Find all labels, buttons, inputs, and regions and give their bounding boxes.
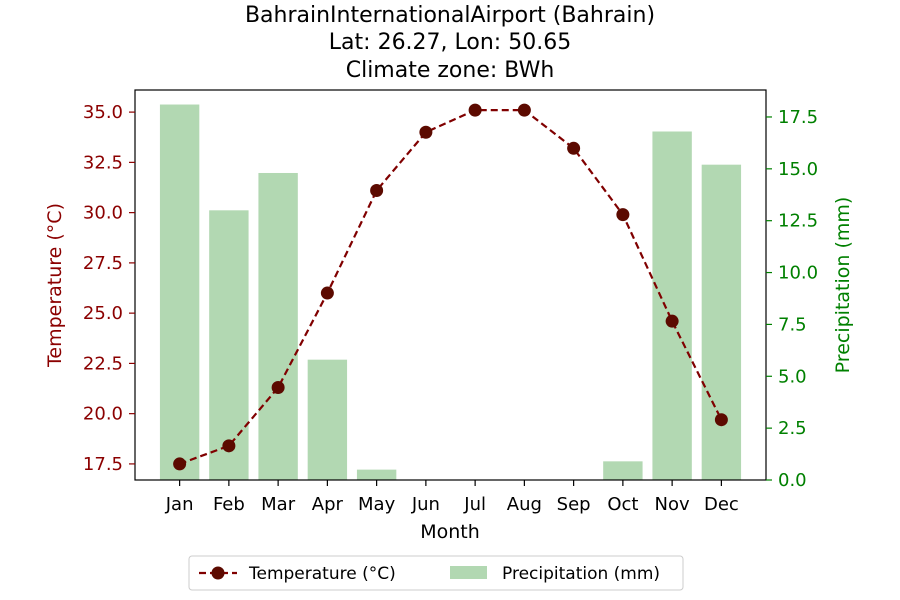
left-y-tick-label: 35.0 (83, 102, 123, 123)
temperature-point-may (370, 184, 384, 198)
plot-frame (134, 89, 767, 481)
precipitation-bar-may (356, 469, 397, 480)
right-y-tick-label: 17.5 (778, 107, 818, 128)
x-tick-label: Feb (213, 494, 245, 515)
legend: Temperature (°C) Precipitation (mm) (188, 555, 684, 591)
temperature-point-aug (517, 103, 531, 117)
right-y-tick-label: 5.0 (778, 366, 807, 387)
x-tick-label: Aug (507, 494, 542, 515)
x-tick-label: Sep (557, 494, 591, 515)
left-y-axis-ticks: 17.5 20.0 22.5 25.0 27.5 30.0 32.5 35.0 (83, 102, 135, 475)
right-y-axis-ticks: 0.0 2.5 5.0 7.5 10.0 12.5 15.0 17.5 (766, 107, 818, 491)
temperature-point-mar (271, 381, 285, 395)
precipitation-bar-feb (209, 210, 249, 480)
precipitation-bar-mar (258, 172, 298, 480)
legend-temperature-label: Temperature (°C) (248, 564, 396, 584)
precipitation-bar-dec (701, 164, 742, 480)
right-y-axis-label: Precipitation (mm) (832, 197, 854, 374)
temperature-point-oct (616, 208, 630, 222)
left-y-tick-label: 25.0 (83, 303, 123, 324)
temperature-point-sep (567, 141, 581, 155)
left-y-tick-label: 22.5 (83, 353, 123, 374)
x-tick-label: Mar (261, 494, 296, 515)
legend-box (188, 555, 684, 591)
temperature-point-jan (173, 457, 187, 471)
temperature-line (179, 109, 723, 465)
right-y-tick-label: 7.5 (778, 314, 807, 335)
temperature-point-apr (320, 286, 334, 300)
right-y-tick-label: 0.0 (778, 470, 807, 491)
right-y-tick-label: 12.5 (778, 211, 818, 232)
left-y-tick-label: 20.0 (83, 404, 123, 425)
x-axis-label: Month (420, 521, 480, 543)
temperature-point-feb (222, 439, 236, 453)
precipitation-bar-oct (603, 461, 643, 480)
precipitation-bar-jan (159, 104, 200, 481)
temperature-line-group (173, 103, 728, 471)
x-tick-label: Jul (463, 494, 486, 515)
left-y-tick-label: 30.0 (83, 203, 123, 224)
x-tick-label: Jan (165, 494, 194, 515)
x-tick-label: Dec (704, 494, 739, 515)
temperature-point-jun (419, 125, 433, 139)
left-y-tick-label: 32.5 (83, 152, 123, 173)
precipitation-bar-apr (307, 359, 348, 480)
legend-precipitation-label: Precipitation (mm) (502, 564, 660, 584)
right-y-tick-label: 15.0 (778, 159, 818, 180)
x-axis-ticks: Jan Feb Mar Apr May Jun Jul Aug Sep Oct Nov Dec (165, 480, 739, 515)
left-y-tick-label: 17.5 (83, 454, 123, 475)
chart-title-line-3: Climate zone: BWh (346, 58, 555, 83)
x-tick-label: May (358, 494, 396, 515)
temperature-point-jul (468, 103, 482, 117)
chart-title-line-2: Lat: 26.27, Lon: 50.65 (329, 30, 571, 55)
chart-title-line-1: BahrainInternationalAirport (Bahrain) (245, 3, 655, 28)
temperature-point-nov (665, 314, 679, 328)
left-y-axis-label: Temperature (°C) (44, 203, 66, 368)
temperature-point-dec (714, 413, 728, 427)
x-tick-label: Jun (411, 494, 440, 515)
right-y-tick-label: 10.0 (778, 263, 818, 284)
right-y-tick-label: 2.5 (778, 418, 807, 439)
precipitation-bars (159, 104, 742, 481)
legend-temperature-marker (211, 566, 225, 580)
x-tick-label: Apr (312, 494, 344, 515)
x-tick-label: Oct (607, 494, 638, 515)
legend-precipitation-swatch (450, 566, 487, 579)
precipitation-bar-nov (652, 131, 692, 480)
left-y-tick-label: 27.5 (83, 253, 123, 274)
x-tick-label: Nov (655, 494, 690, 515)
